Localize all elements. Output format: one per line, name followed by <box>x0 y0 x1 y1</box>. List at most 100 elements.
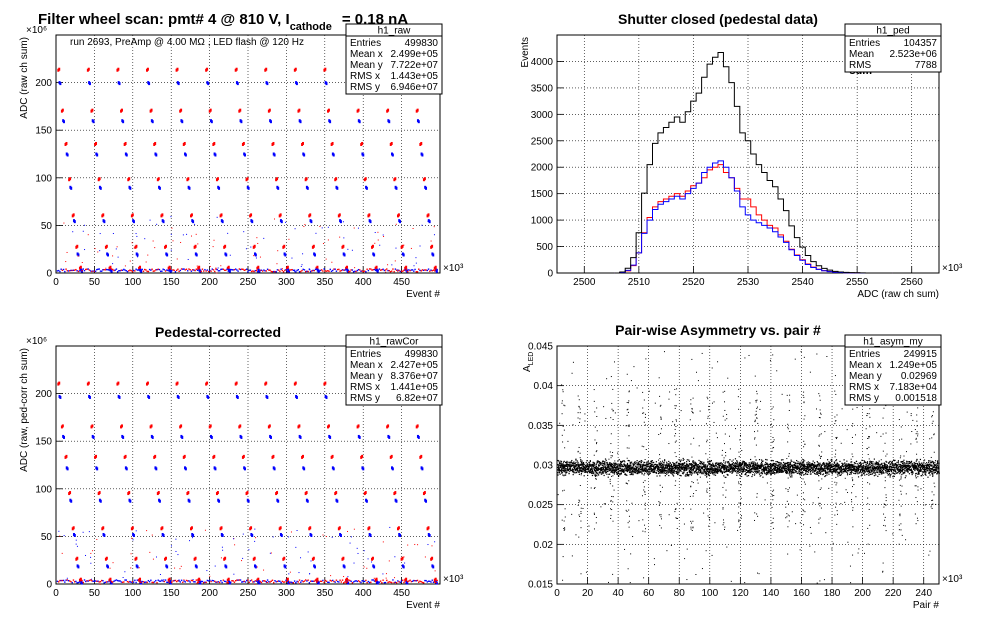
point-asym <box>667 464 669 467</box>
point-baseline <box>393 270 395 273</box>
point-sparse <box>377 239 379 241</box>
stats-row-label: Mean <box>849 49 874 60</box>
point-asym <box>666 465 668 467</box>
point-asym <box>629 467 631 469</box>
point-sparse <box>130 553 132 555</box>
point-off <box>184 467 187 471</box>
point-asym <box>576 469 578 471</box>
point-asym <box>754 470 756 472</box>
point-on <box>220 526 223 530</box>
point-baseline <box>319 269 322 272</box>
point-asym <box>604 469 606 471</box>
point-asym <box>611 470 613 473</box>
point-asym <box>746 475 748 477</box>
y-tick-label: 0.035 <box>528 421 553 432</box>
point-baseline <box>352 581 355 583</box>
point-sparse <box>72 231 74 233</box>
point-sparse <box>212 246 214 248</box>
point-asym <box>743 468 745 470</box>
point-asym <box>752 464 754 466</box>
point-asym <box>833 462 836 464</box>
point-baseline <box>386 268 388 270</box>
point-on <box>309 213 312 217</box>
point-sparse <box>149 551 151 553</box>
x-tick-label: 0 <box>53 588 59 599</box>
point-sparse <box>353 227 355 229</box>
point-baseline <box>383 581 386 584</box>
point-sparse <box>213 239 215 241</box>
point-asym <box>664 470 666 472</box>
point-on <box>312 556 315 560</box>
point-asym <box>813 462 816 464</box>
point-asym <box>831 460 833 463</box>
point-sparse <box>76 545 78 547</box>
point-asym <box>666 467 668 469</box>
point-baseline <box>139 581 141 583</box>
point-asym <box>753 466 755 468</box>
point-asym <box>622 468 624 470</box>
point-asym <box>793 465 796 467</box>
point-asym <box>606 466 609 468</box>
point-asym <box>824 470 827 472</box>
point-on <box>316 265 319 269</box>
point-asym <box>718 469 720 472</box>
point-asym <box>721 463 723 465</box>
point-asym <box>798 470 801 472</box>
point-asym <box>587 474 589 477</box>
point-baseline <box>164 270 167 272</box>
y-tick-label: 0 <box>547 269 553 280</box>
point-asym <box>608 467 610 469</box>
point-on <box>105 244 108 248</box>
point-asym <box>744 462 746 464</box>
point-off <box>122 435 125 439</box>
point-baseline <box>123 268 125 271</box>
point-asym <box>837 472 839 474</box>
x-exponent: ×10³ <box>443 263 464 274</box>
point-asym <box>754 465 756 467</box>
point-baseline <box>379 580 382 582</box>
point-asym <box>622 470 624 473</box>
point-asym <box>681 468 683 470</box>
point-asym <box>580 467 582 469</box>
point-asym <box>564 467 566 469</box>
point-asym <box>590 471 592 473</box>
point-baseline <box>228 270 231 273</box>
point-asym <box>804 466 807 468</box>
point-baseline <box>421 269 424 271</box>
point-asym <box>686 459 688 461</box>
point-baseline <box>184 269 186 271</box>
point-asym <box>793 461 795 463</box>
point-asym <box>685 466 687 469</box>
point-asym <box>761 473 763 475</box>
point-asym <box>623 471 625 473</box>
stats-row-label: Mean y <box>350 60 383 71</box>
point-off <box>66 153 69 157</box>
point-baseline <box>384 269 387 271</box>
point-asym <box>646 471 648 473</box>
point-baseline <box>91 270 93 273</box>
point-asym <box>713 469 715 471</box>
point-asym <box>571 469 574 471</box>
point-baseline <box>66 579 68 581</box>
point-asym <box>705 469 708 471</box>
point-asym <box>571 469 573 472</box>
point-asym <box>608 473 610 475</box>
point-sparse <box>172 240 174 242</box>
point-asym <box>562 466 565 468</box>
point-asym <box>609 469 611 471</box>
point-asym <box>821 470 823 472</box>
point-sparse <box>315 232 317 234</box>
point-sparse <box>395 247 397 249</box>
point-sparse <box>170 233 172 235</box>
point-asym <box>634 461 636 463</box>
point-on <box>124 141 127 145</box>
point-asym <box>684 467 686 469</box>
point-asym <box>775 469 777 471</box>
point-asym <box>768 471 770 473</box>
point-asym <box>849 464 851 466</box>
point-asym <box>763 469 765 471</box>
point-asym <box>670 463 673 465</box>
point-off <box>70 499 73 503</box>
point-asym <box>728 462 730 464</box>
point-asym <box>620 469 622 471</box>
